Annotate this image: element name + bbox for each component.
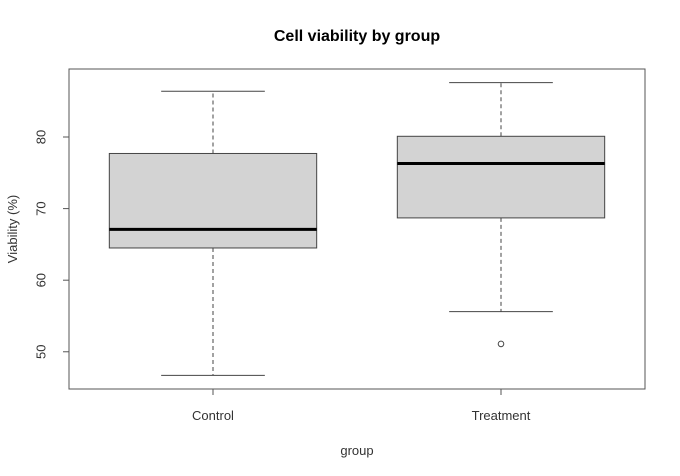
y-tick-label: 70 [34, 201, 49, 215]
y-tick-label: 80 [34, 130, 49, 144]
x-tick-label: Treatment [472, 408, 531, 423]
plot-frame [68, 68, 646, 390]
x-axis-label: group [340, 443, 373, 458]
chart-title: Cell viability by group [274, 28, 440, 45]
y-axis-label: Viability (%) [5, 195, 20, 263]
x-axis: Control Treatment [192, 389, 531, 423]
box-series [108, 82, 606, 376]
iqr-box [108, 152, 318, 249]
y-tick-label: 60 [34, 273, 49, 287]
box-group [396, 82, 606, 348]
iqr-box [396, 135, 606, 219]
x-tick-label: Control [192, 408, 234, 423]
y-axis: 50 60 70 80 [34, 130, 69, 359]
outlier-point [497, 340, 505, 348]
y-tick-label: 50 [34, 345, 49, 359]
box-group [108, 90, 318, 376]
